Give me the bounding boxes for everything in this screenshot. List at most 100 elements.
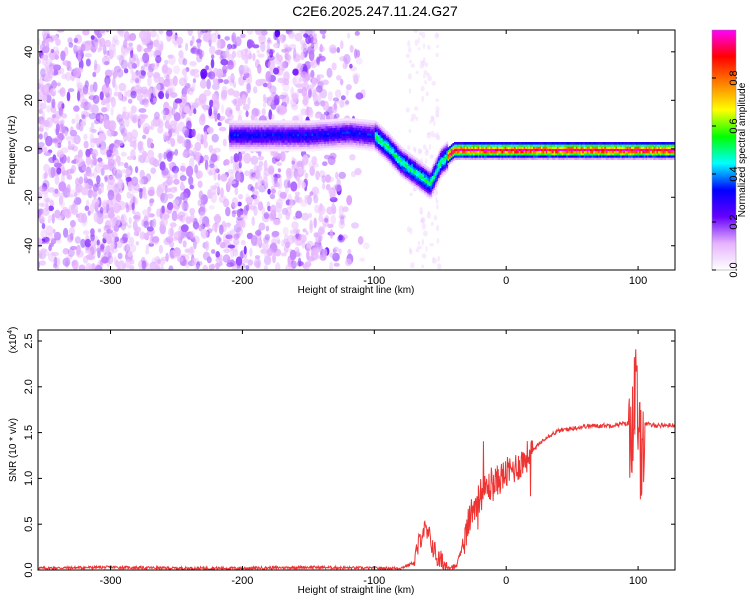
spectrogram-cell bbox=[318, 214, 324, 223]
spectrogram-cell bbox=[101, 242, 105, 251]
spectrogram-cell bbox=[409, 192, 413, 196]
spectrogram-cell bbox=[151, 63, 155, 68]
spectrogram-cell bbox=[42, 207, 50, 216]
spectrogram-cell bbox=[65, 136, 72, 141]
spectrogram-cell bbox=[269, 49, 274, 58]
spectrogram-cell bbox=[218, 78, 224, 83]
spectrogram-cell bbox=[93, 168, 98, 179]
spectrogram-cell bbox=[227, 43, 232, 50]
spectrogram-cell bbox=[208, 205, 215, 210]
spectrogram-cell bbox=[104, 176, 108, 183]
spectrogram-cell bbox=[62, 257, 71, 267]
spectrogram-cell bbox=[290, 181, 298, 192]
spectrogram-cell bbox=[251, 172, 256, 178]
spectrogram-cell bbox=[40, 68, 46, 78]
spectrogram-cell bbox=[409, 248, 413, 255]
spectrogram-cell bbox=[217, 113, 221, 120]
spectrogram-cell bbox=[75, 138, 80, 145]
spectrogram-cell bbox=[101, 199, 110, 209]
spectrogram-cell bbox=[195, 49, 203, 55]
spectrogram-cell bbox=[173, 178, 180, 185]
spectrogram-cell bbox=[203, 154, 209, 162]
spectrogram-cell bbox=[435, 98, 440, 102]
spectrogram-cell bbox=[241, 54, 245, 61]
spectrogram-cell bbox=[339, 56, 347, 62]
spectrogram-cell bbox=[73, 197, 82, 206]
spectrogram-cell bbox=[114, 39, 120, 46]
spectrogram-cell bbox=[282, 226, 289, 236]
spectrogram-cell bbox=[433, 120, 436, 127]
spectrogram-cell bbox=[64, 248, 69, 253]
spectrogram-cell bbox=[48, 214, 53, 221]
spectrogram-cell bbox=[143, 127, 149, 135]
spectrogram-cell bbox=[183, 200, 188, 211]
spectrogram-cell bbox=[211, 224, 217, 232]
spectrogram-cell bbox=[307, 84, 314, 90]
spectrogram-cell bbox=[299, 30, 307, 35]
spectrogram-cell bbox=[328, 44, 337, 54]
spectrogram-cell bbox=[153, 73, 161, 83]
spectrogram-cell bbox=[222, 254, 231, 263]
spectrogram-cell bbox=[112, 184, 119, 193]
spectrogram-cell bbox=[184, 130, 189, 138]
spectrogram-cell bbox=[166, 176, 174, 186]
spectrogram-cell bbox=[215, 168, 220, 174]
spectrogram-cell bbox=[128, 236, 135, 246]
spectrogram-cell bbox=[247, 184, 254, 191]
spectrogram-cell bbox=[314, 114, 321, 119]
spectrogram-cell bbox=[245, 110, 249, 118]
spectrogram-cell bbox=[306, 106, 310, 116]
spectrogram-cell bbox=[67, 88, 75, 93]
spectrogram-cell bbox=[52, 114, 57, 119]
spectrogram-cell bbox=[89, 84, 95, 92]
spectrogram-cell bbox=[123, 68, 129, 74]
spectrogram-cell bbox=[417, 47, 421, 51]
spectrogram-cell bbox=[123, 132, 128, 143]
spectrogram-cell bbox=[92, 94, 100, 104]
spectrogram-cell bbox=[194, 263, 199, 270]
spectrogram-cell bbox=[149, 199, 154, 207]
spectrogram-cell bbox=[144, 267, 152, 270]
spectrogram-cell bbox=[55, 123, 60, 133]
spectrogram-cell bbox=[297, 252, 302, 257]
spectrogram-cell bbox=[260, 41, 266, 52]
spectrogram-cell bbox=[206, 126, 214, 134]
spectrogram-cell bbox=[83, 140, 89, 149]
spectrogram-cell bbox=[240, 33, 246, 39]
spectrogram-cell bbox=[105, 78, 110, 88]
spectrogram-cell bbox=[159, 161, 166, 171]
spectrogram-cell bbox=[275, 262, 281, 270]
spectrogram-cell bbox=[324, 154, 331, 160]
spectrogram-cell bbox=[120, 128, 125, 136]
spectrogram-cell bbox=[177, 256, 184, 263]
spectrogram-cell bbox=[74, 236, 81, 244]
spectrogram-cell bbox=[107, 175, 116, 186]
spectrogram-cell bbox=[59, 123, 66, 135]
spectrogram-cell bbox=[141, 260, 147, 270]
spectrogram-cell bbox=[166, 78, 175, 86]
spectrogram-cell bbox=[425, 158, 428, 165]
spectrogram-cell bbox=[349, 154, 356, 161]
spectrogram-cell bbox=[328, 188, 335, 195]
spectrogram-cell bbox=[264, 234, 270, 241]
spectrogram-cell bbox=[237, 109, 243, 115]
spectrogram-cell bbox=[77, 53, 82, 63]
spectrogram-cell bbox=[94, 59, 98, 71]
spectrogram-cell bbox=[93, 212, 99, 223]
spectrogram-cell bbox=[191, 128, 196, 138]
spectrogram-cell bbox=[319, 203, 323, 212]
spectrogram-cell bbox=[81, 114, 86, 120]
spectrogram-cell bbox=[92, 81, 98, 93]
spectrogram-cell bbox=[131, 63, 138, 69]
spectrogram-cell bbox=[68, 227, 75, 236]
spectrogram-cell bbox=[164, 214, 170, 219]
spectrogram-cell bbox=[188, 88, 194, 96]
spectrogram-cell bbox=[46, 38, 53, 43]
spectrogram-cell bbox=[345, 84, 352, 91]
spectrogram-cell bbox=[51, 35, 58, 41]
spectrogram-cell bbox=[225, 234, 233, 240]
spectrogram-cell bbox=[123, 31, 130, 41]
spectrogram-cell bbox=[297, 160, 303, 168]
spectrogram-cell bbox=[65, 71, 72, 81]
spectrogram-cell bbox=[282, 34, 287, 42]
